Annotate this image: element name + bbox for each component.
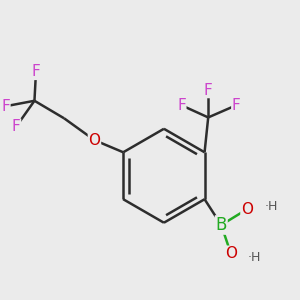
Text: O: O <box>88 133 101 148</box>
Text: F: F <box>177 98 186 113</box>
Text: F: F <box>204 83 213 98</box>
Text: O: O <box>241 202 253 217</box>
Text: ·H: ·H <box>248 251 261 264</box>
Text: B: B <box>216 216 227 234</box>
Text: F: F <box>1 99 10 114</box>
Text: O: O <box>225 246 237 261</box>
Text: F: F <box>232 98 241 113</box>
Text: F: F <box>12 119 21 134</box>
Text: F: F <box>32 64 40 80</box>
Text: ·H: ·H <box>265 200 278 213</box>
